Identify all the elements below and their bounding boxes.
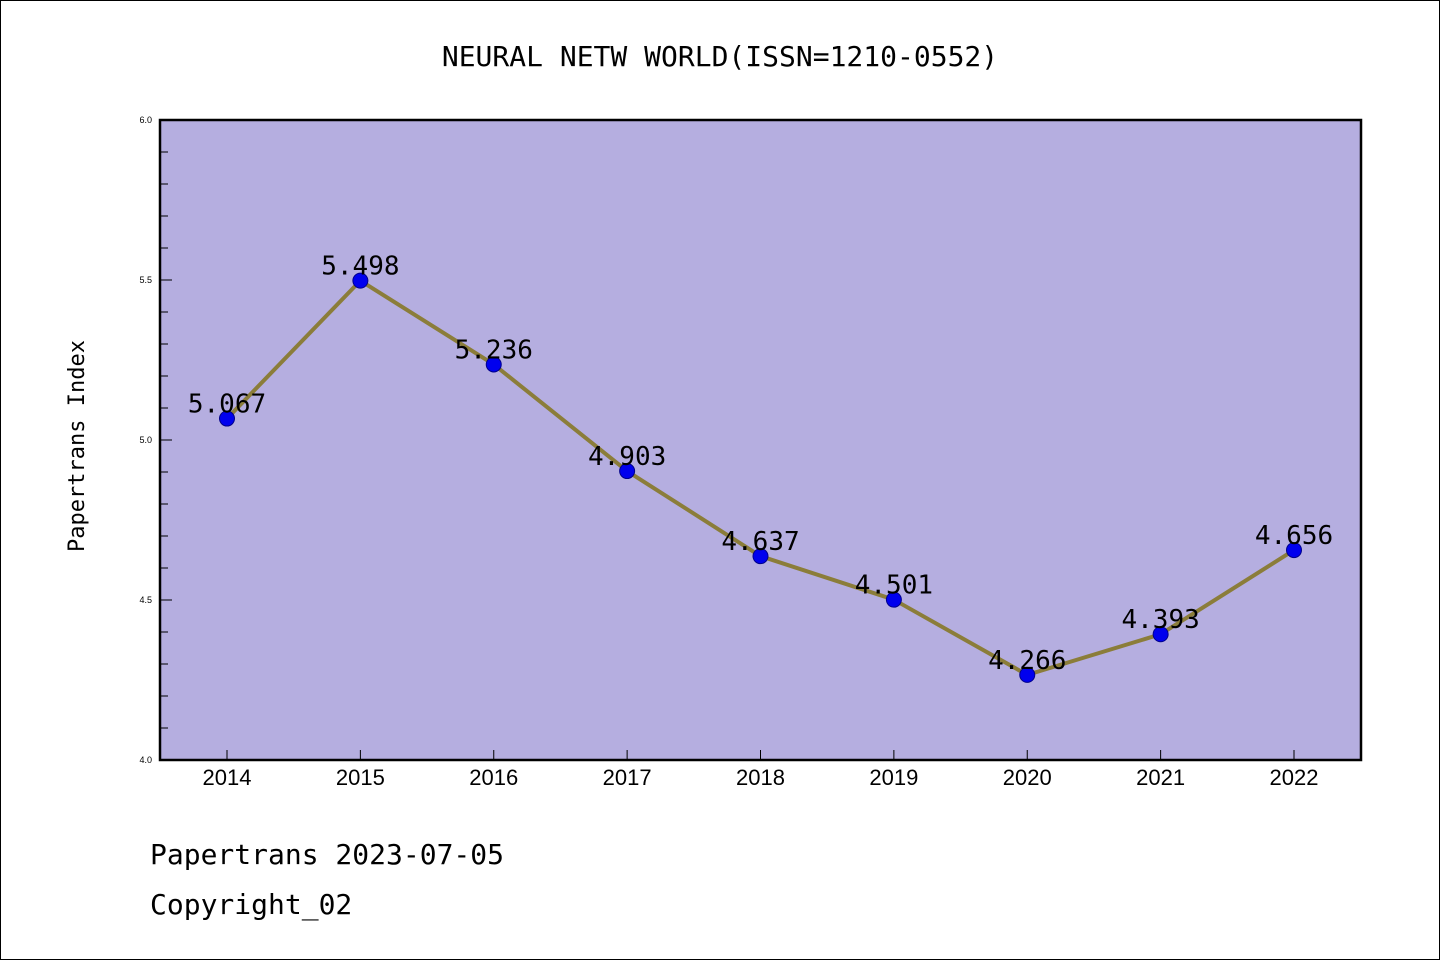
data-label: 4.637 — [721, 527, 799, 557]
data-label: 4.903 — [588, 442, 666, 472]
data-label: 5.498 — [321, 252, 399, 282]
x-tick-label: 2020 — [1003, 765, 1052, 790]
data-labels: 5.067 5.498 5.236 4.903 4.637 4.501 4.266 4.393… — [188, 252, 1333, 676]
x-axis-ticks: 2014 2015 2016 2017 2018 2019 2020 2021 2022 — [203, 750, 1319, 790]
y-tick-label: 6.0 — [139, 115, 152, 125]
data-point — [752, 548, 769, 565]
plot-area — [160, 120, 1361, 760]
footer-date: Papertrans 2023-07-05 — [150, 838, 504, 871]
data-point — [885, 591, 902, 608]
data-label: 5.236 — [455, 335, 533, 365]
x-tick-label: 2019 — [869, 765, 918, 790]
data-label: 5.067 — [188, 390, 266, 420]
data-point — [1152, 626, 1169, 643]
y-tick-label: 4.5 — [139, 595, 152, 605]
data-point — [485, 356, 502, 373]
y-axis-label: Papertrans Index — [65, 340, 90, 552]
data-label: 4.393 — [1121, 605, 1199, 635]
x-tick-label: 2016 — [469, 765, 518, 790]
data-point — [1286, 542, 1302, 559]
data-point — [219, 410, 235, 427]
data-label: 4.501 — [855, 571, 933, 601]
plot-border — [158, 118, 1363, 762]
data-label: 4.266 — [988, 646, 1066, 676]
x-tick-label: 2014 — [203, 765, 252, 790]
x-tick-label: 2022 — [1270, 765, 1319, 790]
data-point — [1019, 666, 1036, 683]
x-tick-label: 2021 — [1136, 765, 1185, 790]
data-point — [619, 463, 636, 480]
y-tick-label: 5.0 — [139, 435, 152, 445]
data-label: 4.656 — [1255, 521, 1333, 551]
data-point — [352, 272, 369, 289]
footer-copyright: Copyright_02 — [150, 888, 352, 922]
y-tick-label: 4.0 — [139, 755, 152, 765]
x-tick-label: 2018 — [736, 765, 785, 790]
x-tick-label: 2015 — [336, 765, 385, 790]
series-markers — [219, 272, 1302, 683]
x-tick-label: 2017 — [603, 765, 652, 790]
y-tick-label: 5.5 — [139, 275, 152, 285]
chart-title: NEURAL NETW WORLD(ISSN=1210-0552) — [442, 40, 998, 73]
